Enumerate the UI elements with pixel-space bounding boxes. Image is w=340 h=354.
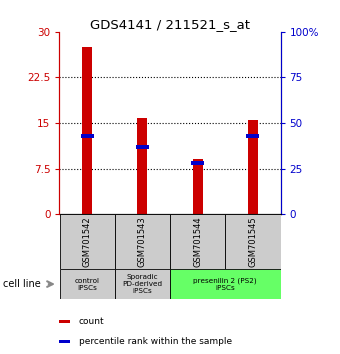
Bar bbox=[59, 214, 115, 269]
Bar bbox=[193, 159, 203, 214]
Bar bbox=[137, 118, 147, 214]
Text: cell line: cell line bbox=[3, 279, 41, 289]
Text: Sporadic
PD-derived
iPSCs: Sporadic PD-derived iPSCs bbox=[122, 274, 163, 294]
Bar bbox=[59, 269, 115, 299]
Title: GDS4141 / 211521_s_at: GDS4141 / 211521_s_at bbox=[90, 18, 250, 31]
Bar bbox=[136, 145, 149, 149]
Bar bbox=[115, 269, 170, 299]
Text: presenilin 2 (PS2)
iPSCs: presenilin 2 (PS2) iPSCs bbox=[193, 277, 257, 291]
Text: GSM701544: GSM701544 bbox=[193, 216, 202, 267]
Text: GSM701543: GSM701543 bbox=[138, 216, 147, 267]
Bar bbox=[225, 214, 280, 269]
Text: percentile rank within the sample: percentile rank within the sample bbox=[79, 337, 232, 346]
Bar bbox=[115, 214, 170, 269]
Bar bbox=[248, 120, 258, 214]
Bar bbox=[170, 214, 225, 269]
Text: control
IPSCs: control IPSCs bbox=[74, 278, 100, 291]
Bar bbox=[59, 340, 70, 343]
Bar bbox=[82, 47, 92, 214]
Text: GSM701542: GSM701542 bbox=[83, 216, 91, 267]
Bar bbox=[191, 161, 204, 165]
Bar bbox=[81, 134, 94, 138]
Bar bbox=[59, 320, 70, 323]
Bar bbox=[170, 269, 280, 299]
Text: count: count bbox=[79, 316, 104, 326]
Bar bbox=[246, 134, 259, 138]
Text: GSM701545: GSM701545 bbox=[249, 216, 257, 267]
